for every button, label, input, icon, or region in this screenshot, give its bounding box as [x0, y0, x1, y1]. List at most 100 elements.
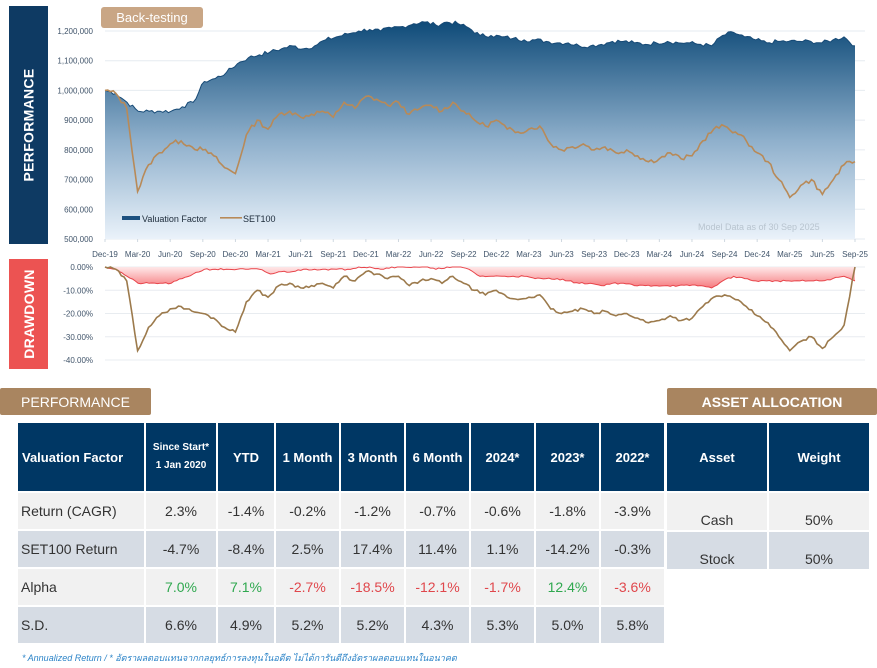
performance-row: S.D. 6.6% 4.9% 5.2% 5.2% 4.3% 5.3% 5.0% 5.8% [18, 607, 664, 643]
row-value: 2.5% [276, 531, 339, 567]
row-value: 2.3% [146, 493, 216, 529]
performance-row: SET100 Return -4.7% -8.4% 2.5% 17.4% 11.4% 1.1… [18, 531, 664, 567]
row-value: -1.2% [341, 493, 404, 529]
row-value: 5.3% [471, 607, 534, 643]
x-tick-label: Jun-20 [158, 250, 183, 259]
allocation-header-row: Asset Weight [667, 423, 869, 491]
header-2022: 2022* [601, 423, 664, 491]
y-tick-label: -20.00% [63, 310, 93, 319]
legend-swatch-set100 [220, 217, 242, 219]
row-value: 5.8% [601, 607, 664, 643]
valuation-factor-line [104, 20, 856, 114]
row-value: -0.7% [406, 493, 469, 529]
asset-allocation-section-title: ASSET ALLOCATION [667, 388, 877, 415]
x-tick-label: Mar-24 [647, 250, 673, 259]
x-axis-ticks: Dec-19 Mar-20 Jun-20 Sep-20 Dec-20 Mar-21 Jun-… [92, 239, 868, 259]
header-ytd: YTD [218, 423, 274, 491]
drawdown-set100-line [104, 266, 856, 353]
drawdown-side-label: DRAWDOWN [9, 259, 48, 369]
performance-header-row: Valuation Factor Since Start* 1 Jan 2020… [18, 423, 664, 491]
performance-y-ticks: 1,200,000 1,100,000 1,000,000 900,000 800,00… [57, 27, 93, 244]
footnote: * Annualized Return / * อัตราผลตอบแทนจาก… [22, 653, 457, 663]
legend-swatch-valuation-factor [122, 216, 140, 220]
x-tick-label: Jun-23 [549, 250, 574, 259]
allocation-weight: 50% [769, 493, 869, 530]
allocation-weight: 50% [769, 532, 869, 569]
x-tick-label: Jun-25 [810, 250, 835, 259]
performance-side-label: PERFORMANCE [9, 6, 48, 244]
x-tick-label: Jun-22 [419, 250, 444, 259]
y-tick-label: 800,000 [64, 146, 93, 155]
header-2024: 2024* [471, 423, 534, 491]
row-value: -14.2% [536, 531, 599, 567]
performance-table: Valuation Factor Since Start* 1 Jan 2020… [16, 421, 666, 645]
row-value: 1.1% [471, 531, 534, 567]
y-tick-label: -40.00% [63, 356, 93, 365]
row-label: SET100 Return [18, 531, 144, 567]
drawdown-y-ticks: 0.00% -10.00% -20.00% -30.00% -40.00% [63, 263, 93, 365]
x-tick-label: Sep-21 [320, 250, 346, 259]
row-value: 5.2% [276, 607, 339, 643]
y-tick-label: 700,000 [64, 176, 93, 185]
row-value: -1.8% [536, 493, 599, 529]
model-data-note: Model Data as of 30 Sep 2025 [698, 222, 820, 232]
header-valuation-factor: Valuation Factor [18, 423, 144, 491]
performance-table-body: Return (CAGR) 2.3% -1.4% -0.2% -1.2% -0.7% -0.… [18, 493, 664, 643]
row-value: -0.6% [471, 493, 534, 529]
row-value: -8.4% [218, 531, 274, 567]
row-value: -2.7% [276, 569, 339, 605]
row-value: 5.2% [341, 607, 404, 643]
row-value: 7.0% [146, 569, 216, 605]
header-3-month: 3 Month [341, 423, 404, 491]
row-value: 6.6% [146, 607, 216, 643]
x-tick-label: Dec-21 [353, 250, 379, 259]
row-label: Alpha [18, 569, 144, 605]
header-since-start-date: 1 Jan 2020 [155, 460, 207, 471]
x-tick-label: Dec-19 [92, 250, 118, 259]
x-tick-label: Mar-25 [777, 250, 803, 259]
legend-label-set100: SET100 [243, 214, 276, 224]
row-value: 7.1% [218, 569, 274, 605]
legend-label-valuation-factor: Valuation Factor [142, 214, 207, 224]
row-value: -3.6% [601, 569, 664, 605]
row-value: 4.3% [406, 607, 469, 643]
row-value: -3.9% [601, 493, 664, 529]
performance-row: Alpha 7.0% 7.1% -2.7% -18.5% -12.1% -1.7% 12.4%… [18, 569, 664, 605]
y-tick-label: -10.00% [63, 286, 93, 295]
header-6-month: 6 Month [406, 423, 469, 491]
x-tick-label: Sep-20 [190, 250, 216, 259]
x-tick-label: Mar-21 [255, 250, 281, 259]
y-tick-label: 1,200,000 [57, 27, 93, 36]
drawdown-gridlines [105, 266, 865, 361]
x-tick-label: Dec-22 [483, 250, 509, 259]
legend: Valuation Factor SET100 [122, 214, 276, 224]
y-tick-label: 900,000 [64, 116, 93, 125]
y-tick-label: 0.00% [70, 263, 93, 272]
x-tick-label: Dec-24 [744, 250, 770, 259]
row-value: -0.3% [601, 531, 664, 567]
y-tick-label: -30.00% [63, 333, 93, 342]
x-tick-label: Mar-22 [386, 250, 412, 259]
performance-row: Return (CAGR) 2.3% -1.4% -0.2% -1.2% -0.7% -0.… [18, 493, 664, 529]
allocation-asset: Stock [667, 532, 767, 569]
row-value: -1.4% [218, 493, 274, 529]
row-value: -1.7% [471, 569, 534, 605]
x-tick-label: Mar-23 [516, 250, 542, 259]
x-tick-label: Sep-22 [451, 250, 477, 259]
asset-allocation-table: Asset Weight Cash 50% Stock 50% [665, 421, 871, 571]
header-asset: Asset [667, 423, 767, 491]
drawdown-valuation-factor-area [105, 267, 855, 288]
x-tick-label: Sep-23 [581, 250, 607, 259]
row-value: -12.1% [406, 569, 469, 605]
row-value: 12.4% [536, 569, 599, 605]
header-1-month: 1 Month [276, 423, 339, 491]
allocation-asset: Cash [667, 493, 767, 530]
x-tick-label: Mar-20 [125, 250, 151, 259]
row-value: 11.4% [406, 531, 469, 567]
row-value: -18.5% [341, 569, 404, 605]
charts-svg: 1,200,000 1,100,000 1,000,000 900,000 800,00… [57, 20, 868, 365]
allocation-row: Stock 50% [667, 532, 869, 569]
row-value: 5.0% [536, 607, 599, 643]
row-label: Return (CAGR) [18, 493, 144, 529]
header-since-start-label: Since Start* [152, 442, 210, 453]
